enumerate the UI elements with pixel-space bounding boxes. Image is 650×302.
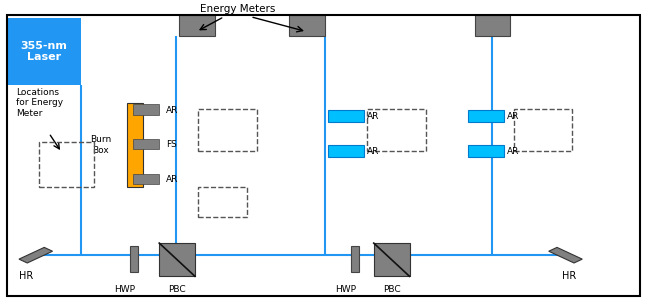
- Text: HWP: HWP: [335, 285, 356, 294]
- Bar: [133, 139, 159, 149]
- Text: PBC: PBC: [383, 285, 400, 294]
- Text: HR: HR: [19, 271, 33, 281]
- Bar: [289, 15, 325, 36]
- Bar: [127, 103, 143, 187]
- Bar: [133, 104, 159, 115]
- Bar: [159, 243, 195, 276]
- Bar: [19, 247, 53, 263]
- Text: AR: AR: [367, 112, 380, 121]
- Bar: [133, 174, 159, 184]
- Bar: [374, 243, 410, 276]
- Text: HR: HR: [562, 271, 576, 281]
- Bar: [468, 145, 504, 157]
- Bar: [179, 15, 215, 36]
- Bar: [474, 15, 510, 36]
- Text: PBC: PBC: [168, 285, 186, 294]
- Bar: [468, 110, 504, 122]
- Text: HWP: HWP: [114, 285, 135, 294]
- Text: AR: AR: [507, 112, 519, 121]
- Text: AR: AR: [166, 106, 178, 115]
- Text: Locations
for Energy
Meter: Locations for Energy Meter: [16, 88, 64, 117]
- Text: Energy Meters: Energy Meters: [200, 4, 275, 14]
- Bar: [514, 109, 572, 151]
- Bar: [130, 246, 138, 272]
- Text: AR: AR: [507, 146, 519, 156]
- Bar: [198, 187, 247, 217]
- Text: AR: AR: [367, 146, 380, 156]
- Bar: [367, 109, 426, 151]
- Text: 355-nm
Laser: 355-nm Laser: [20, 40, 68, 62]
- Bar: [328, 145, 364, 157]
- Bar: [328, 110, 364, 122]
- Bar: [39, 142, 94, 187]
- Text: Burn
Box: Burn Box: [90, 135, 111, 155]
- Bar: [549, 247, 582, 263]
- Text: FS: FS: [166, 140, 177, 149]
- Text: AR: AR: [166, 175, 178, 184]
- Bar: [198, 109, 257, 151]
- FancyBboxPatch shape: [6, 18, 81, 85]
- Bar: [351, 246, 359, 272]
